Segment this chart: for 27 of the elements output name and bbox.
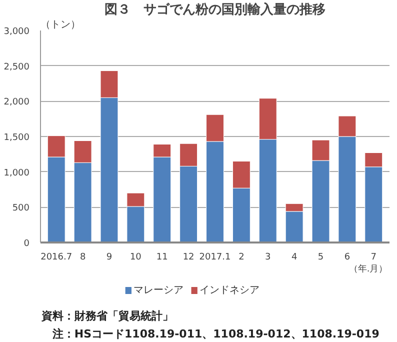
text: 資料：財務省「貿易統計」 xyxy=(40,310,174,322)
x-tick-label: 4 xyxy=(291,252,298,262)
y-tick-label: 2,000 xyxy=(4,98,30,108)
x-tick-label: 10 xyxy=(130,252,142,262)
y-tick-label: 1,500 xyxy=(4,133,30,143)
y-tick-label: 1,000 xyxy=(4,168,30,178)
y-tick-label: 500 xyxy=(12,204,30,214)
y-tick-label: 0 xyxy=(24,239,30,249)
x-tick-label: 12 xyxy=(182,252,194,262)
y-tick-label: 2,500 xyxy=(4,62,30,72)
x-tick-label: 9 xyxy=(106,252,112,262)
x-axis-title: （年.月） xyxy=(348,264,388,274)
x-tick-label: 2 xyxy=(238,252,244,262)
x-tick-label: 6 xyxy=(344,252,350,262)
y-axis-title: （トン） xyxy=(40,20,80,30)
chart-title: 図３ サゴでん粉の国別輸入量の推移 xyxy=(104,2,326,18)
x-tick-label: 11 xyxy=(156,252,168,262)
legend-label: インドネシア xyxy=(200,285,260,296)
x-tick-label: 5 xyxy=(318,252,324,262)
x-tick-label: 8 xyxy=(80,252,86,262)
x-tick-label: 2017.1 xyxy=(199,252,231,262)
x-tick-label: 7 xyxy=(370,252,377,262)
text: 注：HSコード1108.19-011、1108.19-012、1108.19-019 xyxy=(41,328,380,340)
x-tick-label: 3 xyxy=(265,252,271,262)
y-tick-label: 3,000 xyxy=(4,27,30,37)
x-tick-label: 2016.7 xyxy=(40,252,72,262)
legend-label: マレーシア xyxy=(134,285,184,296)
